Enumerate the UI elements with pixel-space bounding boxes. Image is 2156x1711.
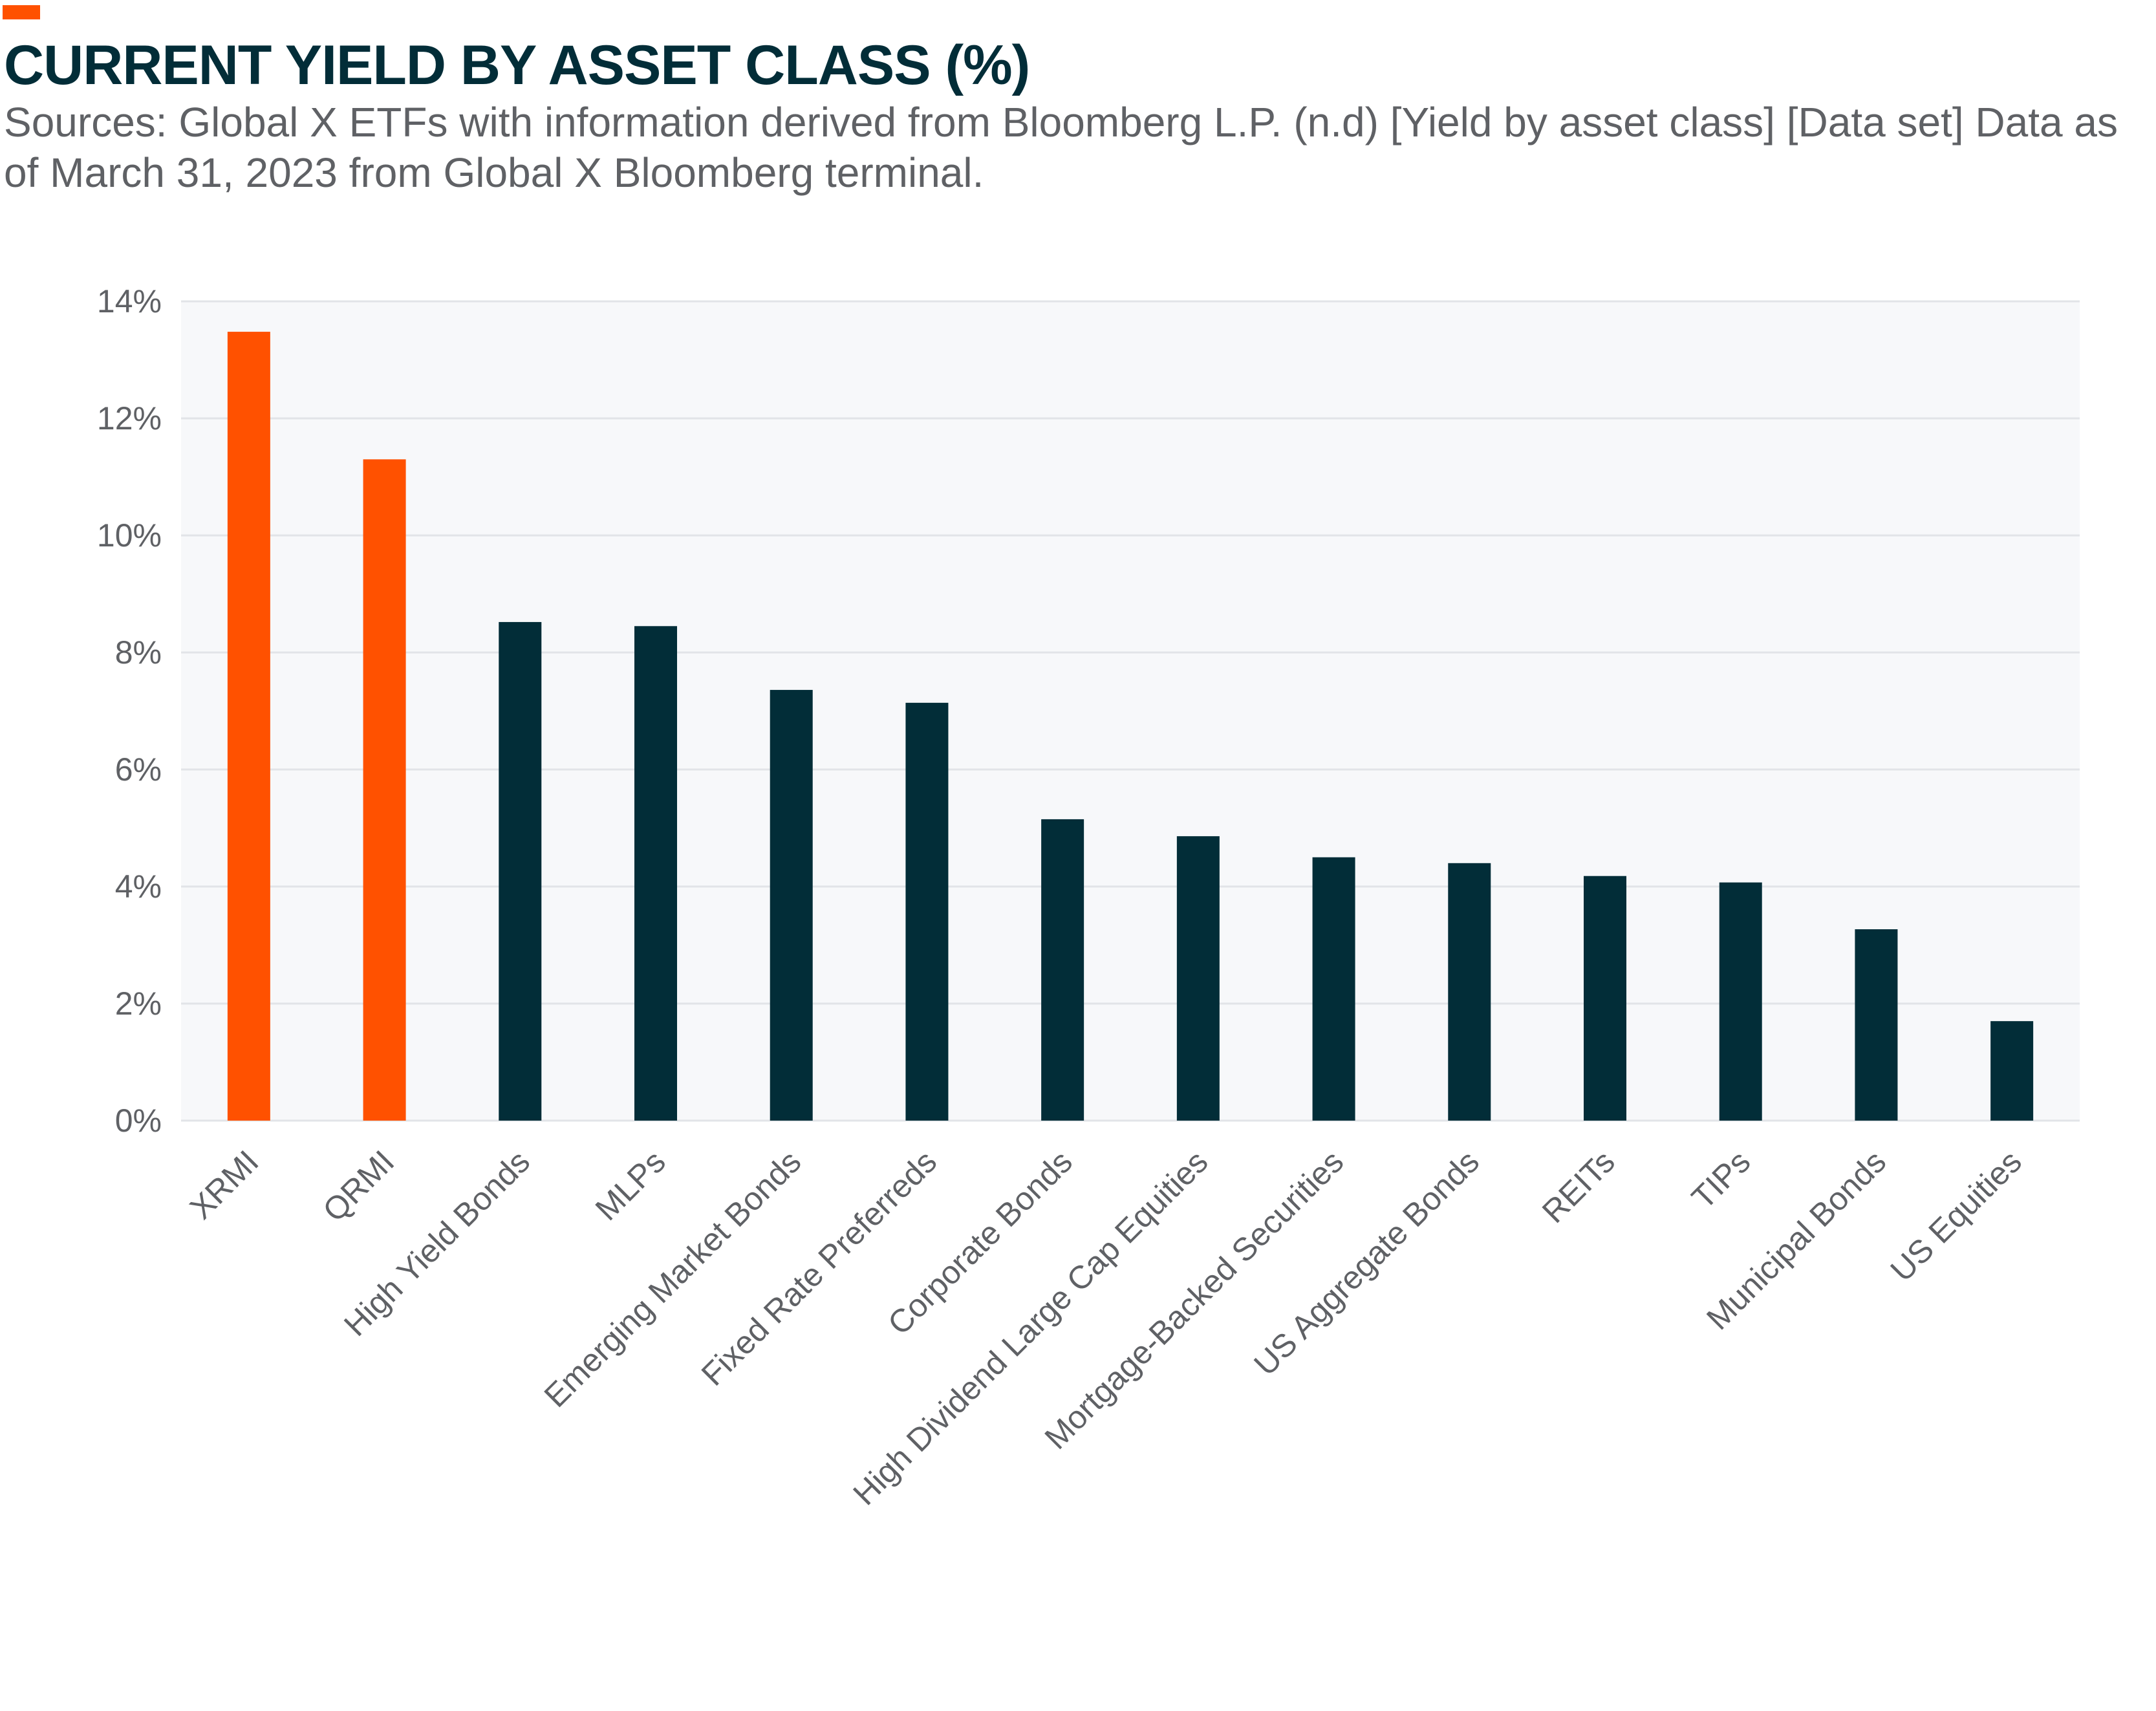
bar-reits [1584, 876, 1626, 1121]
bar-us-aggregate-bonds [1448, 863, 1491, 1121]
bar-xrmi [227, 332, 270, 1121]
x-category-label: Fixed Rate Preferreds [695, 1143, 943, 1392]
bars [227, 332, 2034, 1121]
x-category-label: QRMI [316, 1143, 401, 1229]
y-tick-label: 10% [97, 517, 162, 554]
x-category-label: US Equities [1884, 1143, 2029, 1288]
x-category-label: Emerging Market Bonds [537, 1143, 808, 1414]
bar-corporate-bonds [1041, 819, 1084, 1121]
plot-background [181, 301, 2080, 1121]
x-category-label: XRMI [183, 1143, 266, 1226]
chart-title: CURRENT YIELD BY ASSET CLASS (%) [4, 34, 1030, 96]
x-category-label: REITs [1535, 1143, 1622, 1230]
bar-high-dividend-large-cap-equities [1176, 836, 1220, 1121]
y-tick-label: 8% [115, 634, 162, 671]
bar-mortgage-backed-securities [1312, 857, 1355, 1121]
bar-municipal-bonds [1855, 929, 1898, 1121]
y-tick-label: 4% [115, 868, 162, 905]
x-category-label: MLPs [588, 1143, 673, 1227]
bar-mlps [634, 626, 677, 1121]
chart-source-note: Sources: Global X ETFs with information … [4, 99, 2118, 196]
x-category-label: US Aggregate Bonds [1247, 1143, 1486, 1383]
x-category-label: TIPs [1685, 1143, 1757, 1216]
y-tick-label: 0% [115, 1103, 162, 1139]
y-tick-label: 12% [97, 400, 162, 436]
gridlines [181, 300, 2080, 1122]
accent-tab [3, 5, 40, 19]
bar-tips [1719, 882, 1762, 1121]
bar-high-yield-bonds [499, 621, 542, 1121]
bar-us-equities [1990, 1021, 2034, 1121]
bar-fixed-rate-preferreds [905, 702, 949, 1121]
bar-emerging-market-bonds [770, 689, 813, 1121]
y-axis-ticks: 0% 2% 4% 6% 8% 10% 12% 14% [97, 283, 162, 1139]
y-tick-label: 14% [97, 283, 162, 319]
y-tick-label: 6% [115, 751, 162, 788]
y-tick-label: 2% [115, 985, 162, 1022]
bar-qrmi [363, 459, 406, 1121]
